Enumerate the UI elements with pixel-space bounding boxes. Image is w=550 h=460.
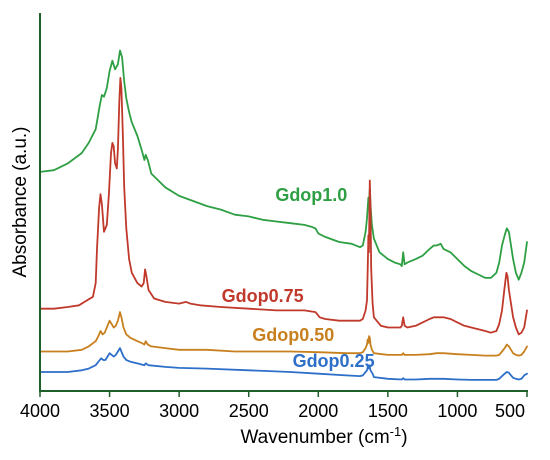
- x-tick-label: 1000: [437, 401, 477, 421]
- series-label-gdop0-50: Gdop0.50: [252, 325, 334, 345]
- series-layer: [39, 49, 528, 381]
- x-ticks: 4000 3500 3000 2500 2000 1500 1000 500: [20, 391, 528, 421]
- series-label-gdop1-0: Gdop1.0: [275, 185, 347, 205]
- series-line-gdop0-75: [39, 77, 528, 336]
- x-tick-label: 2000: [298, 401, 338, 421]
- x-tick-label: 500: [495, 401, 525, 421]
- x-tick-label: 3000: [159, 401, 199, 421]
- x-tick-label: 3500: [90, 401, 130, 421]
- x-axis-title-main: Wavenumber (cm: [240, 427, 389, 448]
- y-axis-title: Absorbance (a.u.): [10, 126, 31, 277]
- x-axis-title-superscript: -1: [390, 424, 402, 439]
- series-line-gdop0-25: [39, 347, 528, 381]
- x-tick-label: 1500: [368, 401, 408, 421]
- x-axis-title: Wavenumber (cm-1): [240, 424, 407, 448]
- x-tick-label: 4000: [20, 401, 60, 421]
- series-line-gdop0-50: [39, 311, 528, 357]
- series-label-gdop0-25: Gdop0.25: [293, 351, 375, 371]
- x-tick-label: 2500: [229, 401, 269, 421]
- series-label-gdop0-75: Gdop0.75: [222, 286, 304, 306]
- x-axis-title-close: ): [401, 427, 407, 448]
- series-line-gdop1-0: [39, 49, 528, 281]
- series-label-layer: Gdop1.0 Gdop0.75 Gdop0.50 Gdop0.25: [222, 185, 375, 371]
